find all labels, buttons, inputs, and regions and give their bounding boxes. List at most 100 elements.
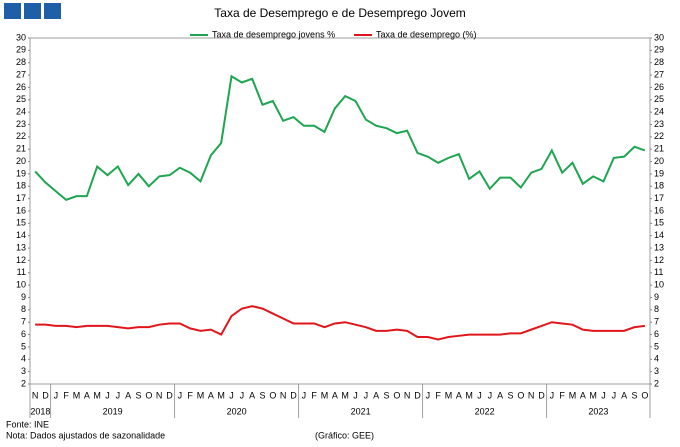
y-tick-label: 20	[16, 156, 26, 166]
x-tick-label: A	[125, 390, 131, 400]
x-tick-label: A	[332, 390, 338, 400]
y2-tick-label: 12	[654, 255, 664, 265]
y-tick-label: 23	[16, 119, 26, 129]
x-tick-label: M	[197, 390, 205, 400]
y-tick-label: 6	[21, 329, 26, 339]
y-tick-label: 4	[21, 354, 26, 364]
series-line	[35, 305, 645, 341]
y-tick-label: 24	[16, 107, 26, 117]
series-line	[34, 74, 646, 202]
y2-tick-label: 6	[654, 329, 659, 339]
y2-tick-label: 16	[654, 205, 664, 215]
x-tick-label: J	[105, 390, 110, 400]
year-label: 2018	[30, 406, 50, 416]
x-tick-label: J	[353, 390, 358, 400]
y-tick-label: 26	[16, 82, 26, 92]
y2-tick-label: 28	[654, 57, 664, 67]
y2-tick-label: 23	[654, 119, 664, 129]
y-tick-label: 12	[16, 255, 26, 265]
x-tick-label: D	[166, 390, 173, 400]
logo-square	[4, 3, 21, 19]
y-tick-label: 30	[16, 32, 26, 42]
y-tick-label: 9	[21, 292, 26, 302]
y2-tick-label: 29	[654, 45, 664, 55]
x-tick-label: A	[456, 390, 462, 400]
x-tick-label: M	[569, 390, 577, 400]
year-label: 2022	[475, 406, 495, 416]
note: Nota: Dados ajustados de sazonalidade	[6, 430, 165, 440]
x-tick-label: N	[404, 390, 411, 400]
year-label: 2019	[103, 406, 123, 416]
y2-tick-label: 26	[654, 82, 664, 92]
y2-tick-label: 17	[654, 193, 664, 203]
y2-tick-label: 15	[654, 218, 664, 228]
x-tick-label: D	[414, 390, 421, 400]
x-tick-label: M	[321, 390, 329, 400]
y2-tick-label: 4	[654, 354, 659, 364]
x-tick-label: J	[178, 390, 183, 400]
year-label: 2023	[588, 406, 608, 416]
y2-tick-label: 19	[654, 168, 664, 178]
x-tick-label: O	[393, 390, 400, 400]
x-tick-label: F	[63, 390, 69, 400]
x-tick-label: M	[465, 390, 473, 400]
y2-tick-label: 30	[654, 32, 664, 42]
x-tick-label: D	[538, 390, 545, 400]
y-tick-label: 16	[16, 205, 26, 215]
plot-area	[29, 37, 651, 385]
x-tick-label: D	[42, 390, 49, 400]
x-tick-label: J	[612, 390, 617, 400]
x-tick-label: J	[116, 390, 121, 400]
y2-tick-label: 3	[654, 366, 659, 376]
y2-tick-label: 21	[654, 144, 664, 154]
y-tick-label: 5	[21, 341, 26, 351]
y-tick-label: 21	[16, 144, 26, 154]
x-tick-label: S	[383, 390, 389, 400]
y-tick-label: 29	[16, 45, 26, 55]
x-tick-label: M	[341, 390, 349, 400]
x-tick-label: S	[135, 390, 141, 400]
y2-tick-label: 24	[654, 107, 664, 117]
x-tick-label: M	[445, 390, 453, 400]
y-tick-label: 27	[16, 69, 26, 79]
y-tick-label: 2	[21, 378, 26, 388]
x-tick-label: M	[93, 390, 101, 400]
y2-tick-label: 11	[654, 267, 663, 277]
legend-label: Taxa de desemprego jovens %	[212, 29, 335, 39]
x-tick-label: S	[507, 390, 513, 400]
x-tick-label: A	[580, 390, 586, 400]
x-tick-label: J	[54, 390, 59, 400]
y-tick-label: 28	[16, 57, 26, 67]
y-tick-label: 22	[16, 131, 26, 141]
logo-square	[24, 3, 41, 19]
y-tick-label: 25	[16, 94, 26, 104]
x-tick-label: F	[435, 390, 441, 400]
x-tick-label: F	[559, 390, 565, 400]
y-tick-label: 3	[21, 366, 26, 376]
x-tick-label: O	[517, 390, 524, 400]
y-tick-label: 7	[21, 317, 26, 327]
x-tick-label: A	[373, 390, 379, 400]
y-tick-label: 19	[16, 168, 26, 178]
x-tick-label: J	[426, 390, 431, 400]
x-tick-label: J	[477, 390, 482, 400]
y-tick-label: 8	[21, 304, 26, 314]
credit: (Gráfico: GEE)	[315, 430, 374, 440]
x-tick-label: N	[156, 390, 163, 400]
y2-tick-label: 27	[654, 69, 664, 79]
y2-tick-label: 25	[654, 94, 664, 104]
x-tick-label: J	[302, 390, 307, 400]
logo-square	[44, 3, 61, 19]
x-tick-label: A	[208, 390, 214, 400]
x-tick-label: N	[32, 390, 39, 400]
x-tick-label: J	[488, 390, 493, 400]
x-tick-label: N	[280, 390, 287, 400]
year-label: 2020	[227, 406, 247, 416]
x-tick-label: D	[290, 390, 297, 400]
y2-tick-label: 18	[654, 181, 664, 191]
y2-tick-label: 10	[654, 280, 664, 290]
x-tick-label: A	[621, 390, 627, 400]
y2-tick-label: 14	[654, 230, 664, 240]
